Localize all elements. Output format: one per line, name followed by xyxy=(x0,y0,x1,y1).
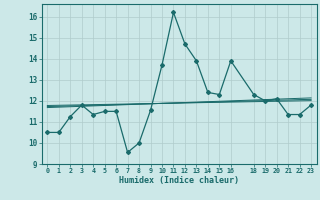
X-axis label: Humidex (Indice chaleur): Humidex (Indice chaleur) xyxy=(119,176,239,185)
